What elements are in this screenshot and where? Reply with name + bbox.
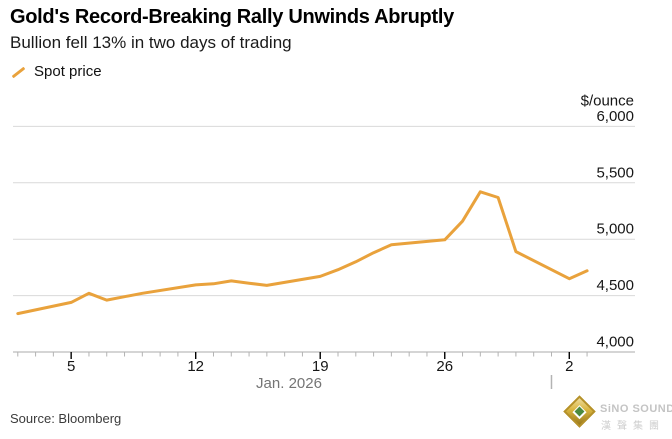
y-tick-label: 5,500 <box>596 164 634 181</box>
x-tick-label: 2 <box>565 358 573 375</box>
spot-price-line-swatch-icon <box>11 66 26 79</box>
diamond-logo-icon <box>563 395 596 428</box>
page-title: Gold's Record-Breaking Rally Unwinds Abr… <box>10 6 454 28</box>
y-axis-unit-label: $/ounce <box>581 92 634 109</box>
watermark-brand-text: SiNO SOUND <box>600 403 672 415</box>
y-tick-label: 4,000 <box>596 334 634 351</box>
x-tick-label: 26 <box>436 358 453 375</box>
x-tick-label: 19 <box>312 358 329 375</box>
x-tick-label: 12 <box>187 358 204 375</box>
sino-sound-watermark: SiNO SOUND 漢聲集團 <box>560 395 672 436</box>
page-subtitle: Bullion fell 13% in two days of trading <box>10 33 292 52</box>
watermark-brand-cn-text: 漢聲集團 <box>601 421 665 432</box>
y-tick-label: 5,000 <box>596 221 634 238</box>
legend-label: Spot price <box>34 63 102 80</box>
y-tick-label: 6,000 <box>596 108 634 125</box>
x-tick-label: 5 <box>67 358 75 375</box>
month-label: Jan. 2026 <box>256 375 322 392</box>
source-note: Source: Bloomberg <box>10 411 122 426</box>
spot-price-line <box>16 190 589 316</box>
y-tick-label: 4,500 <box>596 277 634 294</box>
